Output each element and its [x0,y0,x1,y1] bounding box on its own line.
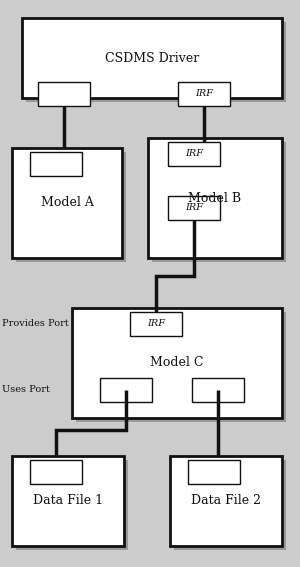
Bar [26,22,286,102]
Text: Uses Port: Uses Port [2,386,50,395]
Bar [30,152,82,176]
Bar [100,378,152,402]
Bar [38,82,90,106]
Bar [192,378,244,402]
Bar [22,18,282,98]
Bar [30,460,82,484]
Bar [16,460,128,550]
Text: Provides Port: Provides Port [2,319,69,328]
Bar [148,138,282,258]
Bar [72,308,282,418]
Bar [12,456,124,546]
Text: IRF: IRF [195,90,213,99]
Bar [178,82,230,106]
Text: CSDMS Driver: CSDMS Driver [105,52,199,65]
Bar [76,312,286,422]
Text: Model A: Model A [40,197,93,209]
Text: Model C: Model C [150,357,204,370]
Bar [168,196,220,220]
Text: IRF: IRF [185,150,203,159]
Text: IRF: IRF [147,319,165,328]
Bar [170,456,282,546]
Bar [174,460,286,550]
Bar [152,142,286,262]
Bar [16,152,126,262]
Text: Model B: Model B [188,192,242,205]
Bar [188,460,240,484]
Text: Data File 1: Data File 1 [33,494,103,507]
Text: Data File 2: Data File 2 [191,494,261,507]
Bar [130,312,182,336]
Bar [12,148,122,258]
Text: IRF: IRF [185,204,203,213]
Bar [168,142,220,166]
